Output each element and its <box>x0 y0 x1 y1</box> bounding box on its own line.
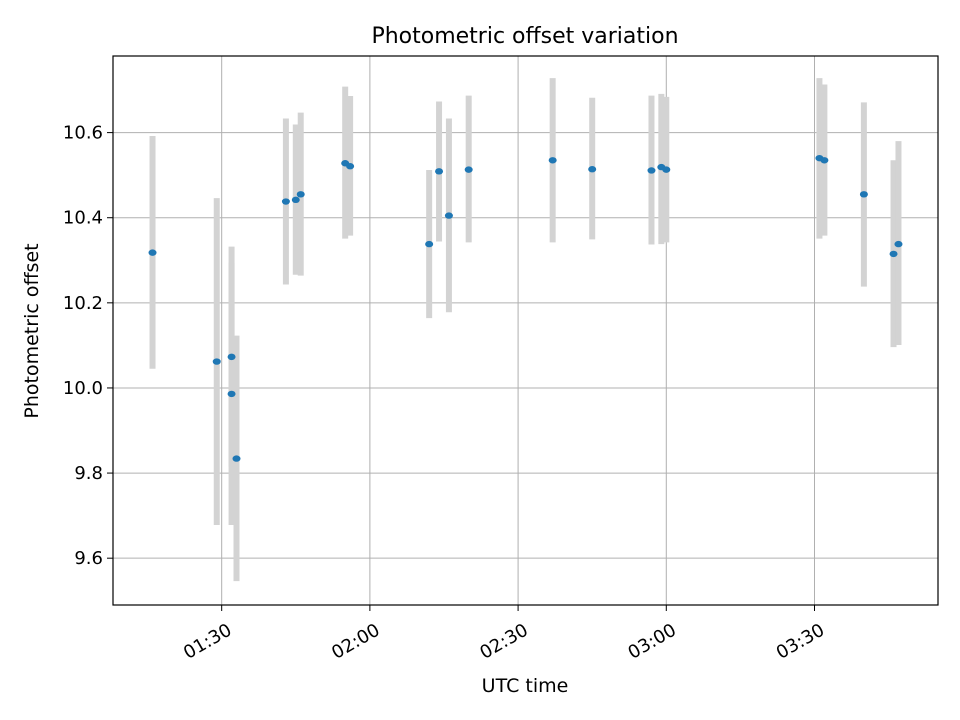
data-point <box>548 157 557 164</box>
data-point <box>296 191 305 198</box>
x-tick-label: 02:30 <box>476 620 531 664</box>
y-tick-label: 10.4 <box>63 208 103 229</box>
x-tick-label: 02:00 <box>328 620 383 664</box>
data-point <box>588 166 597 173</box>
chart-title: Photometric offset variation <box>371 24 678 49</box>
grid-lines <box>113 56 938 605</box>
y-axis-ticks: 9.6 9.8 10.0 10.2 10.4 10.6 <box>63 123 113 569</box>
data-point <box>227 390 236 398</box>
data-point <box>281 198 290 205</box>
y-tick-label: 10.2 <box>63 293 103 314</box>
x-tick-label: 01:30 <box>180 620 235 664</box>
y-axis-label: Photometric offset <box>21 243 43 418</box>
x-axis-label: UTC time <box>482 675 569 697</box>
data-point <box>647 167 656 174</box>
y-tick-label: 9.6 <box>74 548 103 569</box>
data-point <box>444 212 453 219</box>
data-point <box>227 353 236 361</box>
y-tick-label: 10.6 <box>63 123 103 144</box>
data-point <box>820 157 829 164</box>
x-axis-ticks: 01:30 02:00 02:30 03:00 03:30 <box>180 605 828 664</box>
data-point <box>291 196 300 204</box>
data-point <box>435 168 444 175</box>
data-point <box>464 166 473 173</box>
data-point <box>662 166 671 173</box>
x-tick-label: 03:30 <box>773 620 828 664</box>
plot-frame <box>112 55 939 606</box>
data-point <box>148 249 157 256</box>
data-point <box>232 455 241 462</box>
data-point <box>859 191 868 198</box>
data-points <box>148 154 903 462</box>
x-tick-label: 03:00 <box>625 620 680 664</box>
data-point <box>889 250 898 258</box>
data-point <box>212 358 221 365</box>
data-point <box>346 163 355 170</box>
error-bars <box>149 78 902 582</box>
data-point <box>425 240 434 248</box>
y-tick-label: 10.0 <box>63 378 103 399</box>
data-point <box>894 240 903 248</box>
y-tick-label: 9.8 <box>74 463 103 484</box>
